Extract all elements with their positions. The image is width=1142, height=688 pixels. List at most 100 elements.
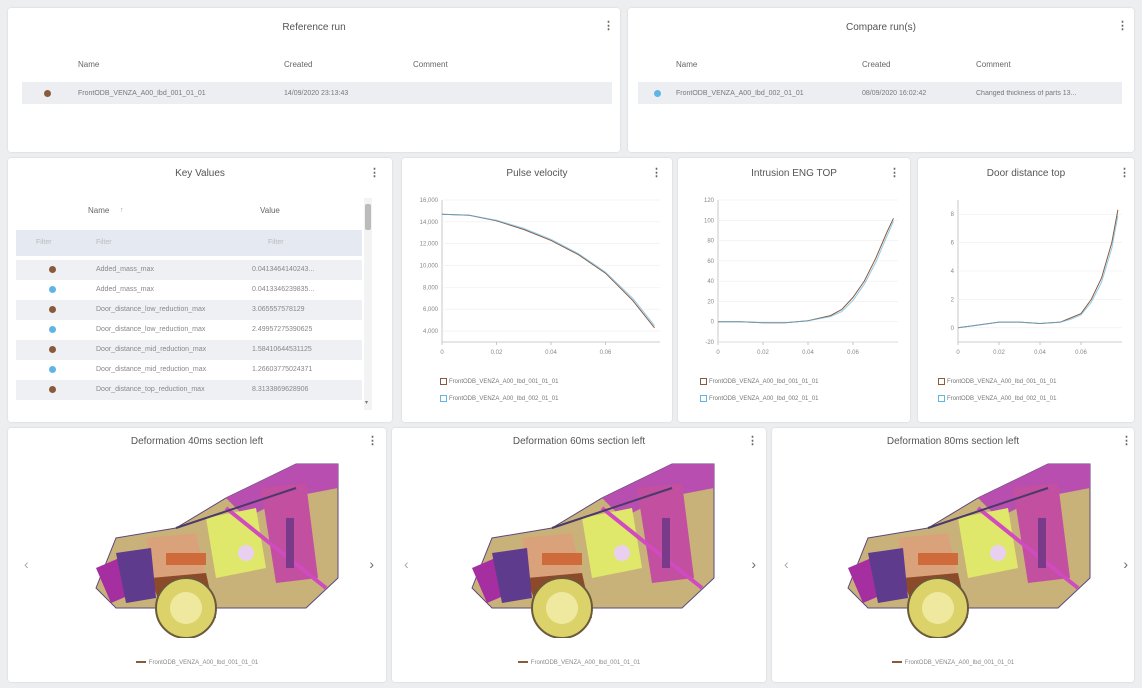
- y-tick-label: 8,000: [423, 285, 439, 291]
- y-tick-label: 14,000: [420, 220, 439, 226]
- kebab-menu-icon[interactable]: ⋮: [367, 435, 378, 447]
- series-line: [957, 209, 1119, 329]
- table-row[interactable]: Added_mass_max 0.0413464140243...: [16, 260, 362, 280]
- scrollbar-thumb[interactable]: [365, 204, 371, 230]
- run-created: 14/09/2020 23:13:43: [284, 90, 349, 97]
- column-header-name[interactable]: Name: [676, 60, 698, 69]
- column-header-created[interactable]: Created: [284, 60, 313, 69]
- legend-label: FrontODB_VENZA_A00_Ibd_002_01_01: [947, 396, 1057, 403]
- deformation-40ms-panel: Deformation 40ms section left ⋮ ‹ › Fron…: [8, 428, 386, 682]
- filter-input[interactable]: Filter: [268, 239, 284, 246]
- x-tick-label: 0: [716, 350, 720, 356]
- key-value: 0.0413346239835...: [252, 286, 315, 293]
- column-header-name[interactable]: Name: [78, 60, 100, 69]
- y-tick-label: 120: [704, 198, 715, 204]
- series-line: [441, 213, 655, 326]
- table-row[interactable]: Door_distance_mid_reduction_max 1.5841064…: [16, 340, 362, 360]
- filter-input[interactable]: Filter: [36, 239, 52, 246]
- table-row[interactable]: FrontODB_VENZA_A00_Ibd_002_01_01 08/09/2…: [638, 82, 1122, 104]
- kebab-menu-icon[interactable]: ⋮: [651, 167, 662, 179]
- y-tick-label: 40: [707, 279, 714, 285]
- run-color-dot: [654, 90, 661, 97]
- x-tick-label: 0.06: [847, 350, 859, 356]
- run-color-dot: [49, 326, 56, 333]
- run-color-dot: [49, 346, 56, 353]
- table-row[interactable]: Door_distance_low_reduction_max 3.0655575…: [16, 300, 362, 320]
- run-color-dot: [44, 90, 51, 97]
- y-tick-label: 2: [951, 297, 955, 303]
- table-row[interactable]: Added_mass_max 0.0413346239835...: [16, 280, 362, 300]
- y-tick-label: 16,000: [420, 198, 439, 204]
- image-caption: FrontODB_VENZA_A00_Ibd_001_01_01: [8, 660, 386, 666]
- legend-item[interactable]: FrontODB_VENZA_A00_Ibd_001_01_01: [700, 378, 818, 385]
- kebab-menu-icon[interactable]: ⋮: [1119, 167, 1130, 179]
- kebab-menu-icon[interactable]: ⋮: [603, 20, 614, 32]
- chevron-right-icon[interactable]: ›: [1123, 556, 1128, 572]
- vehicle-section-image: [846, 462, 1092, 638]
- x-tick-label: 0.02: [491, 350, 503, 356]
- column-header-comment[interactable]: Comment: [976, 60, 1011, 69]
- key-name: Added_mass_max: [96, 266, 154, 273]
- x-tick-label: 0.04: [1034, 350, 1046, 356]
- y-tick-label: 12,000: [420, 242, 439, 248]
- legend-label: FrontODB_VENZA_A00_Ibd_002_01_01: [449, 396, 559, 403]
- y-tick-label: 6: [951, 241, 955, 247]
- table-row[interactable]: Door_distance_mid_reduction_max 1.2660377…: [16, 360, 362, 380]
- compare-runs-panel: Compare run(s) ⋮ Name Created Comment Fr…: [628, 8, 1134, 152]
- legend-item[interactable]: FrontODB_VENZA_A00_Ibd_001_01_01: [440, 378, 558, 385]
- key-value: 3.065557578129: [252, 306, 305, 313]
- column-header-comment[interactable]: Comment: [413, 60, 448, 69]
- key-name: Door_distance_mid_reduction_max: [96, 366, 207, 373]
- chevron-left-icon[interactable]: ‹: [784, 556, 789, 572]
- x-tick-label: 0.02: [993, 350, 1005, 356]
- deformation-80ms-panel: Deformation 80ms section left ⋮ ‹ › Fron…: [772, 428, 1134, 682]
- legend-item[interactable]: FrontODB_VENZA_A00_Ibd_002_01_01: [440, 395, 558, 402]
- y-tick-label: 0: [951, 326, 955, 332]
- column-header-created[interactable]: Created: [862, 60, 891, 69]
- scroll-down-icon[interactable]: ▾: [365, 400, 369, 406]
- key-value: 1.58410644531125: [252, 346, 312, 353]
- series-line: [718, 218, 894, 324]
- chevron-left-icon[interactable]: ‹: [404, 556, 409, 572]
- x-tick-label: 0.06: [1075, 350, 1087, 356]
- chevron-right-icon[interactable]: ›: [369, 556, 374, 572]
- y-tick-label: 60: [707, 259, 714, 265]
- table-row[interactable]: FrontODB_VENZA_A00_Ibd_001_01_01 14/09/2…: [22, 82, 612, 104]
- y-tick-label: -20: [705, 340, 714, 346]
- column-header-name[interactable]: Name: [88, 206, 110, 215]
- chevron-right-icon[interactable]: ›: [751, 556, 756, 572]
- legend-label: FrontODB_VENZA_A00_Ibd_001_01_01: [709, 379, 819, 386]
- deformation-60ms-panel: Deformation 60ms section left ⋮ ‹ › Fron…: [392, 428, 766, 682]
- series-line: [441, 213, 655, 329]
- kebab-menu-icon[interactable]: ⋮: [747, 435, 758, 447]
- sort-icon[interactable]: ↑: [120, 207, 124, 214]
- chevron-left-icon[interactable]: ‹: [24, 556, 29, 572]
- legend-item[interactable]: FrontODB_VENZA_A00_Ibd_002_01_01: [700, 395, 818, 402]
- series-line: [957, 215, 1119, 329]
- kebab-menu-icon[interactable]: ⋮: [1117, 20, 1128, 32]
- pulse-velocity-chart: 16,000 14,000 12,000 10,000 8,000 6,000 4,000 0…: [420, 198, 660, 356]
- filter-input[interactable]: Filter: [96, 239, 112, 246]
- kebab-menu-icon[interactable]: ⋮: [369, 167, 380, 179]
- key-value: 1.26603775024371: [252, 366, 313, 373]
- legend-item[interactable]: FrontODB_VENZA_A00_Ibd_001_01_01: [938, 378, 1056, 385]
- legend-label: FrontODB_VENZA_A00_Ibd_002_01_01: [709, 396, 819, 403]
- legend-item[interactable]: FrontODB_VENZA_A00_Ibd_002_01_01: [938, 395, 1056, 402]
- kebab-menu-icon[interactable]: ⋮: [889, 167, 900, 179]
- scrollbar[interactable]: ▾: [364, 198, 372, 410]
- table-row[interactable]: Door_distance_low_reduction_max 2.4995727…: [16, 320, 362, 340]
- table-row[interactable]: Door_distance_top_reduction_max 8.3133869…: [16, 380, 362, 400]
- y-tick-label: 0: [711, 320, 715, 326]
- y-tick-label: 80: [707, 239, 714, 245]
- run-name: FrontODB_VENZA_A00_Ibd_001_01_01: [78, 90, 206, 97]
- panel-title: Deformation 80ms section left: [886, 436, 1020, 447]
- x-tick-label: 0: [440, 350, 444, 356]
- run-color-dot: [49, 386, 56, 393]
- column-header-value[interactable]: Value: [260, 206, 280, 215]
- series-line: [718, 221, 894, 324]
- legend-label: FrontODB_VENZA_A00_Ibd_001_01_01: [449, 379, 559, 386]
- image-caption: FrontODB_VENZA_A00_Ibd_001_01_01: [392, 660, 766, 666]
- run-color-dot: [49, 266, 56, 273]
- kebab-menu-icon[interactable]: ⋮: [1121, 435, 1132, 447]
- legend-line: [891, 661, 902, 664]
